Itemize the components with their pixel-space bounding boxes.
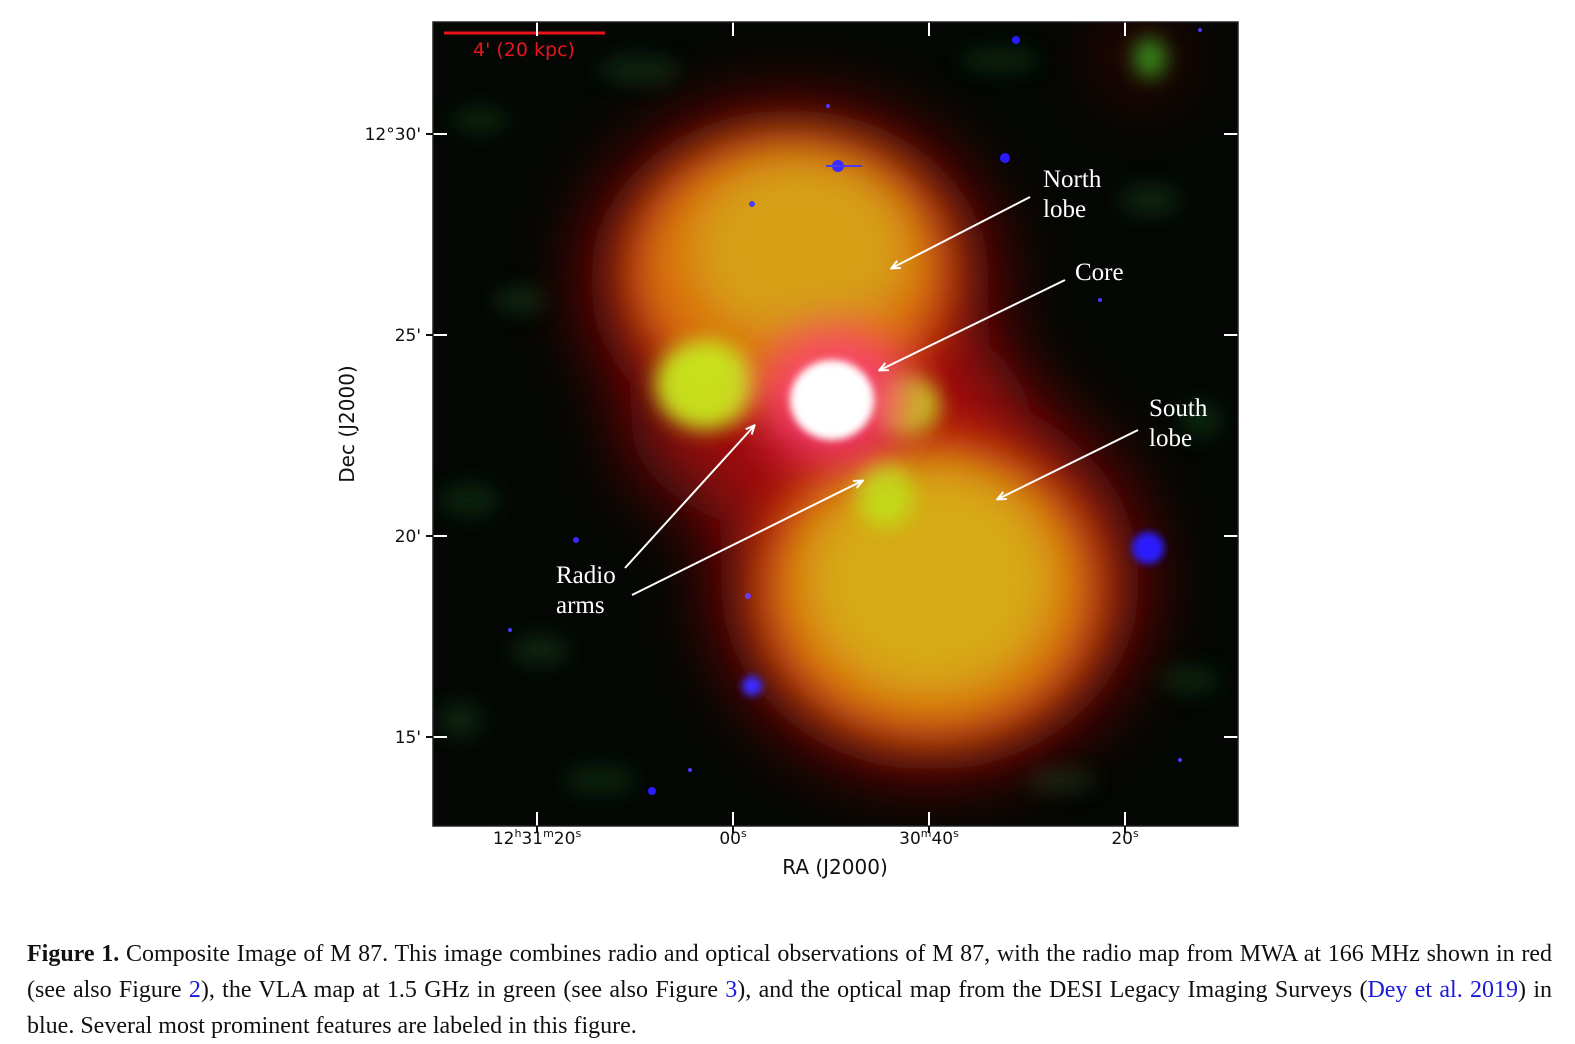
south-lobe-label: South (1149, 395, 1208, 422)
core-bright (790, 360, 874, 440)
radio-arm-arrow-1 (624, 426, 754, 569)
core-arrow (880, 279, 1066, 370)
dec-tick-label: 20' (395, 527, 421, 547)
annotation-arrows (624, 196, 1139, 596)
outer-ticks (426, 133, 1126, 833)
inner-ticks (433, 22, 1238, 826)
y-axis-title: Dec (J2000) (335, 365, 359, 482)
caption-text: ) in blue. Several most prominent featur… (27, 977, 1552, 1039)
vla-noise-texture (438, 48, 1222, 794)
south-lobe-label-2: lobe (1149, 425, 1192, 452)
ra-tick-label: 20s (1111, 827, 1139, 849)
dec-tick-label: 25' (395, 326, 421, 346)
ra-tick-label: 12h31m20s (493, 827, 582, 849)
ra-tick-label: 30m40s (899, 827, 959, 849)
panel-frame (432, 21, 1239, 827)
x-axis-title: RA (J2000) (782, 855, 888, 879)
radio-arms-label-2: arms (556, 592, 605, 619)
south-lobe-emission (760, 440, 1100, 740)
image-panel: 4' (20 kpc) North lobe Core South lobe R… (433, 22, 1238, 826)
figure-3-link[interactable]: 3 (725, 977, 738, 1003)
south-lobe-arrow (998, 429, 1139, 499)
figure-label: Figure 1. (27, 941, 120, 967)
dec-tick-label: 12°30' (365, 125, 421, 145)
composite-image-figure: 4' (20 kpc) North lobe Core South lobe R… (335, 21, 1239, 879)
scale-bar-label: 4' (20 kpc) (473, 39, 575, 61)
radio-arms-label: Radio (556, 562, 616, 589)
dec-tick-label: 15' (395, 728, 421, 748)
ra-tick-label: 00s (719, 827, 747, 849)
north-lobe-label-2: lobe (1043, 196, 1086, 223)
figure-2-link[interactable]: 2 (188, 977, 201, 1003)
caption-text: Composite Image of M 87. This image comb… (27, 941, 1552, 1003)
north-lobe-label: North (1043, 166, 1102, 193)
caption-text: ), and the optical map from the DESI Leg… (737, 977, 1368, 1003)
figure-caption: Figure 1. Composite Image of M 87. This … (27, 936, 1552, 1044)
radio-arm-arrow-2 (631, 481, 862, 596)
caption-text: ), the VLA map at 1.5 GHz in green (see … (200, 977, 726, 1003)
citation-link[interactable]: Dey et al. 2019 (1367, 977, 1519, 1003)
core-label: Core (1075, 259, 1124, 286)
north-lobe-arrow (892, 196, 1031, 268)
optical-sources (508, 28, 1202, 795)
